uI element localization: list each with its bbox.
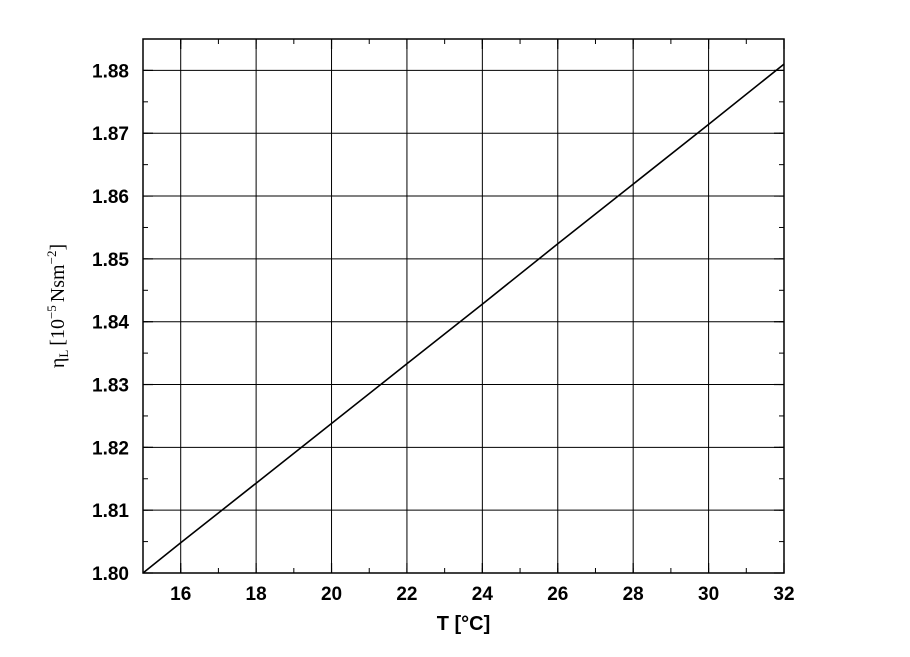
- x-tick-label: 32: [773, 584, 794, 605]
- y-axis-label: ηL [10−5 Nsm−2]: [44, 244, 71, 368]
- minor-ticks: [143, 39, 784, 573]
- x-tick-label: 20: [321, 584, 342, 605]
- y-tick-label: 1.86: [92, 187, 129, 208]
- y-tick-label: 1.87: [92, 124, 129, 145]
- y-axis-label-open: [10: [47, 319, 69, 346]
- y-tick-label: 1.84: [92, 313, 129, 334]
- y-axis-label-unit: Nsm: [47, 264, 69, 302]
- grid: [143, 39, 784, 573]
- y-axis-label-subscript: L: [56, 350, 71, 358]
- y-axis-label-symbol: η: [47, 358, 69, 368]
- x-tick-label: 30: [698, 584, 719, 605]
- y-axis: 1.80 1.81 1.82 1.83 1.84 1.85 1.86 1.87 1.88: [92, 61, 784, 585]
- y-axis-label-unit-exponent: −2: [44, 251, 59, 265]
- x-tick-label: 16: [170, 584, 191, 605]
- series-line: [143, 64, 784, 573]
- plot-frame: [143, 39, 784, 573]
- series-group: [143, 64, 784, 573]
- x-tick-label: 22: [396, 584, 417, 605]
- y-axis-label-close: ]: [47, 244, 69, 251]
- y-tick-label: 1.81: [92, 501, 129, 522]
- x-tick-label: 26: [547, 584, 568, 605]
- x-tick-label: 24: [472, 584, 494, 605]
- y-tick-label: 1.85: [92, 250, 129, 271]
- x-tick-label: 18: [246, 584, 267, 605]
- x-tick-label: 28: [623, 584, 644, 605]
- y-tick-label: 1.83: [92, 376, 129, 397]
- y-tick-label: 1.80: [92, 564, 129, 585]
- y-axis-label-exponent: −5: [44, 305, 59, 319]
- y-tick-label: 1.88: [92, 61, 129, 82]
- x-axis-label: T [°C]: [437, 613, 491, 635]
- y-tick-label: 1.82: [92, 438, 129, 459]
